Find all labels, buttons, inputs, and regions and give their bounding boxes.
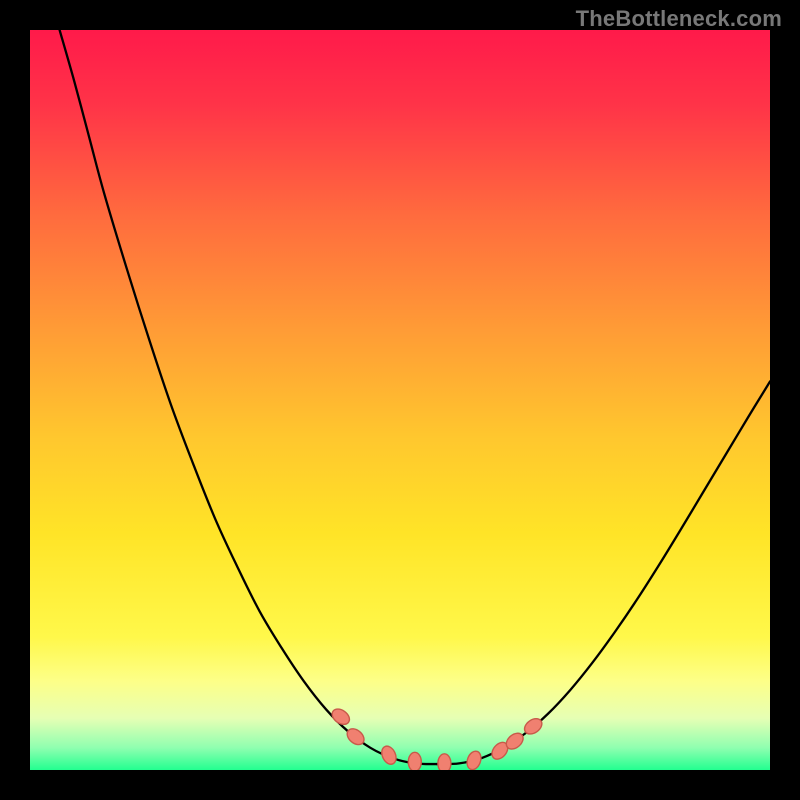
attribution-text: TheBottleneck.com: [576, 6, 782, 32]
chart-frame: TheBottleneck.com: [0, 0, 800, 800]
data-marker: [408, 752, 421, 770]
bottleneck-chart: [30, 30, 770, 770]
gradient-background: [30, 30, 770, 770]
plot-area: [30, 30, 770, 770]
data-marker: [438, 754, 451, 770]
